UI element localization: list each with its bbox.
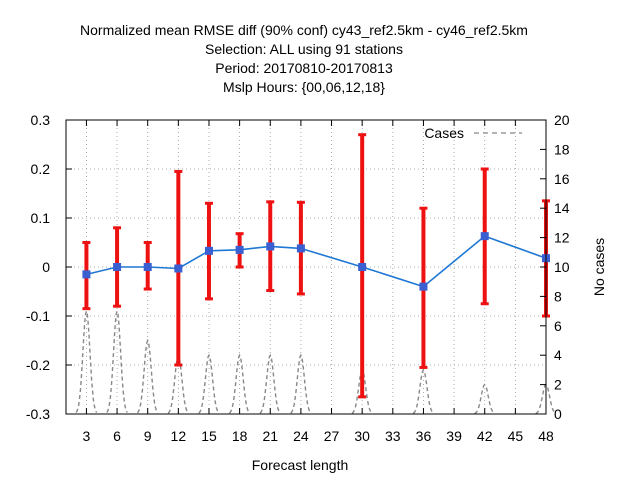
y-tick-label: -0.2 (26, 357, 50, 373)
series-point (266, 242, 275, 251)
series-point (143, 263, 152, 271)
series-line (86, 235, 547, 288)
y-tick-label: -0.3 (26, 406, 50, 422)
y2-tick-label: 14 (554, 200, 570, 216)
y2-tick-label: 8 (554, 288, 562, 304)
x-tick-label: 27 (324, 428, 340, 444)
series-point (82, 270, 91, 279)
y-tick-label: 0.1 (31, 210, 51, 226)
title-line-4: Mslp Hours: {00,06,12,18} (223, 79, 385, 95)
x-tick-label: 3 (83, 428, 91, 444)
series-point (358, 263, 367, 271)
x-tick-label: 45 (508, 428, 524, 444)
error-bars (82, 133, 550, 399)
x-tick-label: 39 (446, 428, 462, 444)
y2-tick-label: 16 (554, 171, 570, 187)
x-tick-label: 36 (416, 428, 432, 444)
cases-bump (198, 353, 220, 414)
legend-label-cases: Cases (424, 125, 464, 141)
title-line-2: Selection: ALL using 91 stations (205, 41, 403, 57)
x-tick-label: 6 (113, 428, 121, 444)
cases-bump (75, 308, 98, 413)
cases-bump (106, 308, 128, 413)
series-point (174, 264, 183, 273)
series-point (113, 263, 122, 271)
cases-bump (228, 353, 251, 414)
cases-bump (412, 368, 435, 414)
x-tick-label: 42 (477, 428, 493, 444)
y2-tick-label: 2 (554, 377, 562, 393)
series-point (204, 246, 213, 255)
x-tick-label: 15 (201, 428, 217, 444)
y2-tick-label: 12 (554, 230, 570, 246)
x-tick-label: 18 (232, 428, 248, 444)
y2-tick-label: 4 (554, 347, 562, 363)
cases-bump (136, 338, 159, 414)
x-tick-label: 21 (262, 428, 278, 444)
cases-bump (290, 353, 312, 414)
x-tick-label: 48 (538, 428, 554, 444)
series-point (419, 282, 428, 291)
series-point (480, 232, 489, 241)
y2-tick-label: 0 (554, 406, 562, 422)
axis-ticks: 3 6 9 12 15 18 21 24 27 30 33 36 39 42 45 48-0.3-0.2-0.… (26, 112, 570, 444)
x-axis-label: Forecast length (252, 457, 349, 473)
y-tick-label: 0.2 (31, 161, 51, 177)
series-point (235, 245, 244, 254)
x-tick-label: 12 (171, 428, 187, 444)
legend: Cases (424, 125, 522, 141)
cases-series (75, 308, 557, 415)
series-point (296, 244, 305, 253)
y2-axis-label: No cases (591, 238, 607, 296)
y-tick-label: 0.3 (31, 112, 51, 128)
x-tick-label: 30 (354, 428, 370, 444)
cases-bump (259, 353, 281, 414)
y2-tick-label: 20 (554, 112, 570, 128)
y2-tick-label: 18 (554, 141, 570, 157)
y-tick-label: 0 (42, 259, 50, 275)
cases-bump (474, 383, 496, 415)
rmse-series (82, 232, 550, 291)
x-tick-label: 9 (144, 428, 152, 444)
title-line-3: Period: 20170810-20170813 (215, 60, 393, 76)
chart-title: Normalized mean RMSE diff (90% conf) cy4… (80, 22, 528, 95)
x-tick-label: 33 (385, 428, 401, 444)
y-tick-label: -0.1 (26, 308, 50, 324)
y2-tick-label: 6 (554, 318, 562, 334)
y2-tick-label: 10 (554, 259, 570, 275)
x-tick-label: 24 (293, 428, 309, 444)
title-line-1: Normalized mean RMSE diff (90% conf) cy4… (80, 22, 528, 38)
